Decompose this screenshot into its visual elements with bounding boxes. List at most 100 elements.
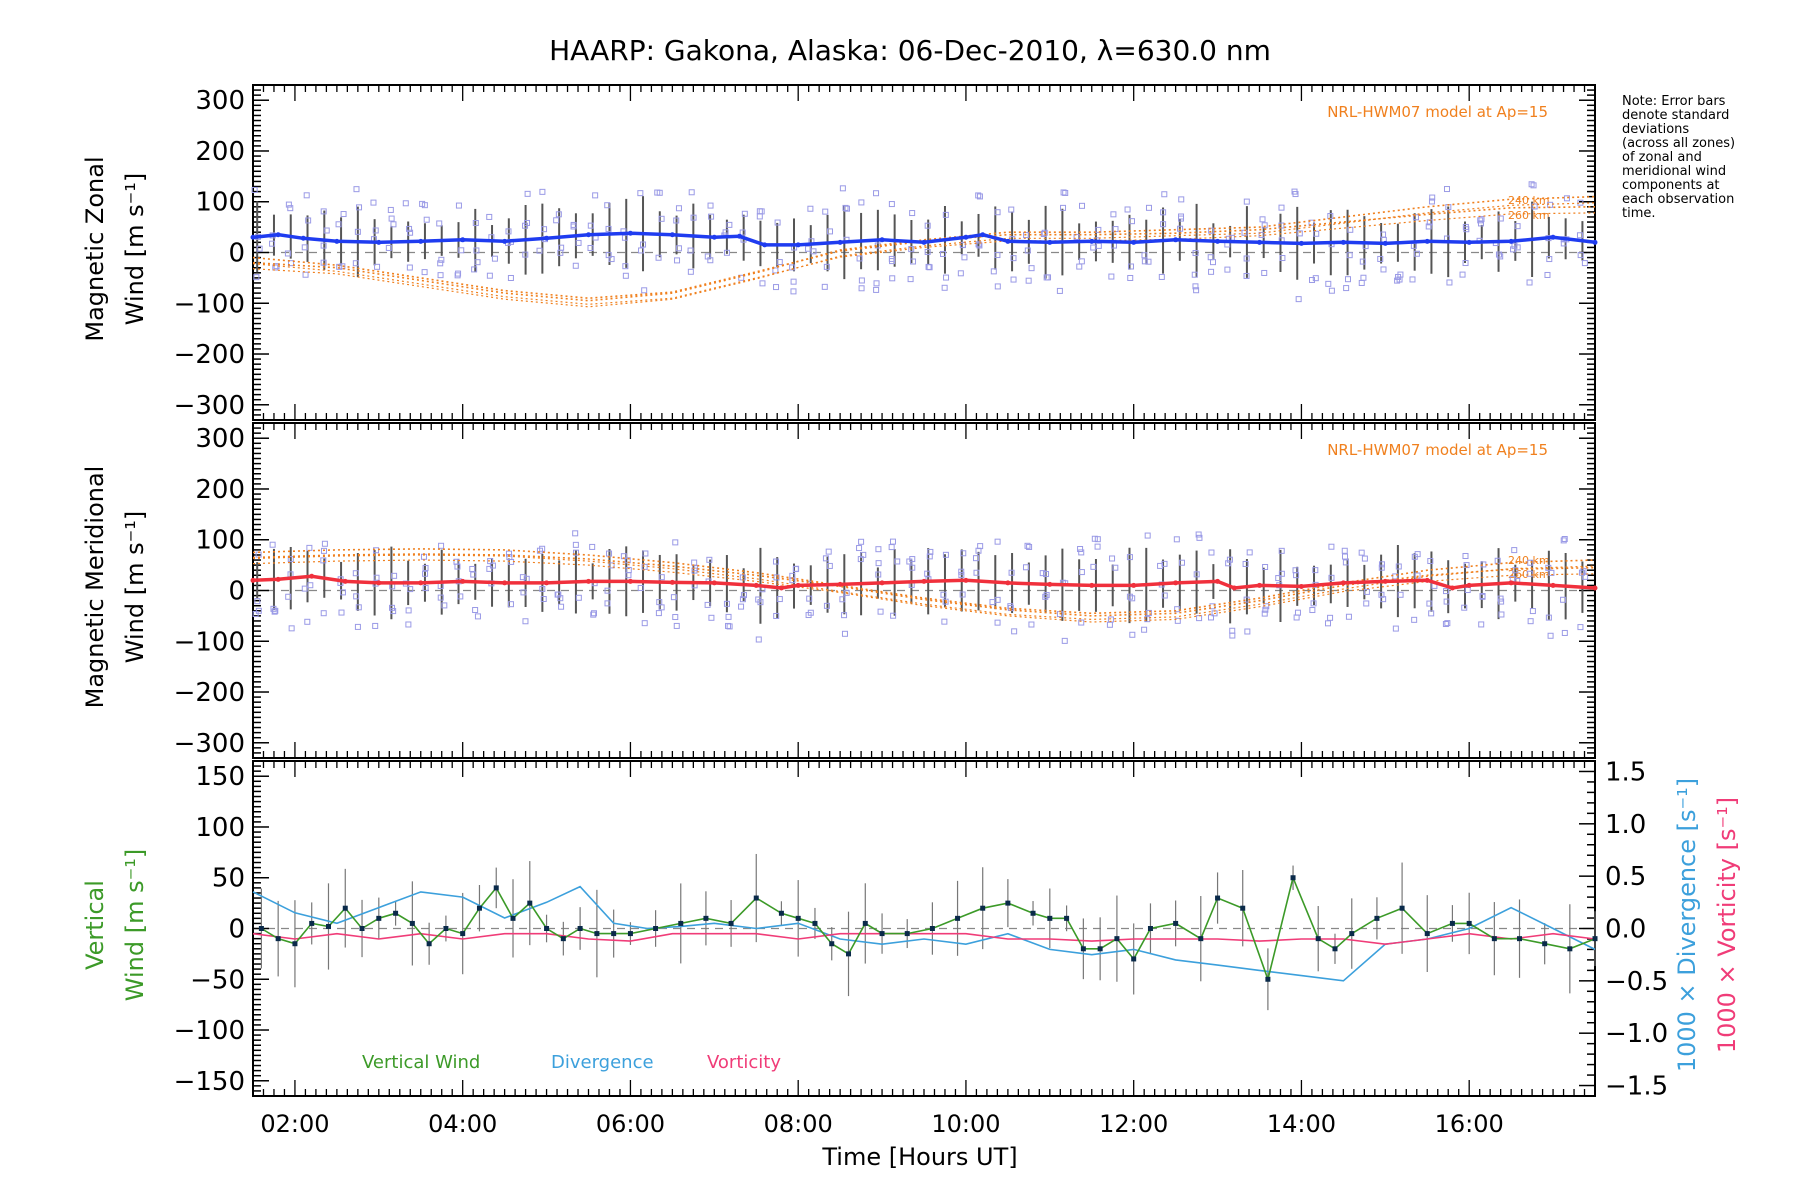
meridional-sample-point — [841, 630, 848, 637]
meridional-sample-point — [725, 622, 732, 629]
zonal-sample-point — [522, 251, 529, 258]
zonal-sample-point — [1359, 258, 1366, 265]
meridional-sample-point — [1428, 610, 1435, 617]
x-tick-label: 12:00 — [1099, 1110, 1168, 1138]
vertical-ytick-label: 0 — [228, 915, 245, 945]
meridional-sample-point — [453, 558, 460, 565]
x-axis-label: Time [Hours UT] — [821, 1143, 1017, 1171]
vertical-wind-point — [703, 915, 709, 921]
meridional-sample-point — [320, 547, 327, 554]
zonal-sample-point — [1208, 268, 1215, 275]
vertical-wind-point — [275, 936, 281, 942]
zonal-sample-point — [575, 239, 582, 246]
meridional-sample-point — [1226, 556, 1233, 563]
note-line: of zonal and — [1622, 150, 1702, 165]
zonal-sample-point — [759, 280, 766, 287]
zonal-sample-point — [1412, 214, 1419, 221]
meridional-sample-point — [1011, 628, 1018, 635]
zonal-sample-point — [1279, 255, 1286, 262]
zonal-sample-point — [287, 205, 294, 212]
zonal-wind-point — [300, 235, 306, 241]
zonal-sample-point — [789, 264, 796, 271]
zonal-sample-point — [641, 287, 648, 294]
zonal-sample-point — [1344, 276, 1351, 283]
vertical-wind-point — [678, 920, 684, 926]
meridional-sample-point — [994, 538, 1001, 545]
zonal-sample-point — [1576, 232, 1583, 239]
meridional-wind-point — [1173, 580, 1179, 586]
meridional-sample-point — [1378, 591, 1385, 598]
vertical-wind-point — [795, 915, 801, 921]
meridional-sample-point — [1547, 632, 1554, 639]
meridional-ytick-label: 100 — [195, 526, 245, 556]
zonal-ytick-label: 300 — [195, 86, 245, 116]
meridional-sample-point — [989, 599, 996, 606]
meridional-ylabel-line1: Magnetic Meridional — [81, 466, 109, 709]
meridional-sample-point — [924, 570, 931, 577]
meridional-sample-point — [589, 543, 596, 550]
zonal-wind-point — [544, 235, 550, 241]
zonal-ytick-label: 0 — [228, 239, 245, 269]
meridional-sample-point — [519, 574, 526, 581]
zonal-sample-point — [421, 269, 428, 276]
meridional-wind-point — [309, 573, 315, 579]
vertical-wind-point — [846, 951, 852, 957]
zonal-sample-point — [1261, 222, 1268, 229]
zonal-sample-point — [1124, 206, 1131, 213]
zonal-sample-point — [1531, 203, 1538, 210]
vertical-wind-point — [1466, 920, 1472, 926]
divergence-line — [252, 885, 1596, 982]
zonal-sample-point — [541, 226, 548, 233]
meridional-sample-point — [670, 594, 677, 601]
meridional-wind-point — [1424, 577, 1430, 583]
vertical-ytick-label: −100 — [174, 1016, 245, 1046]
zonal-sample-point — [1380, 266, 1387, 273]
meridional-sample-point — [1461, 604, 1468, 611]
zonal-sample-point — [1544, 271, 1551, 278]
zonal-sample-point — [1546, 256, 1553, 263]
zonal-sample-point — [1328, 287, 1335, 294]
meridional-sample-point — [826, 562, 833, 569]
meridional-sample-point — [1392, 573, 1399, 580]
zonal-wind-point — [1466, 239, 1472, 245]
zonal-model-band — [252, 202, 1596, 308]
zonal-sample-point — [873, 280, 880, 287]
meridional-sample-point — [1397, 591, 1404, 598]
meridional-sample-point — [1090, 563, 1097, 570]
meridional-sample-point — [1526, 570, 1533, 577]
meridional-wind-point — [1298, 583, 1304, 589]
meridional-wind-point — [1257, 582, 1262, 588]
zonal-sample-point — [975, 192, 982, 199]
meridional-sample-point — [1261, 610, 1268, 617]
meridional-sample-point — [1244, 628, 1251, 635]
zonal-sample-point — [1095, 242, 1102, 249]
meridional-wind-point — [795, 582, 801, 588]
zonal-sample-point — [402, 200, 409, 207]
zonal-sample-point — [924, 222, 931, 229]
vertical-wind-point — [393, 910, 399, 916]
zonal-sample-point — [723, 249, 730, 256]
meridional-sample-point — [1342, 559, 1349, 566]
zonal-sample-point — [858, 199, 865, 206]
zonal-ytick-label: 200 — [195, 137, 245, 167]
zonal-sample-point — [288, 260, 295, 267]
meridional-sample-point — [272, 607, 279, 614]
legend-divergence: Divergence — [551, 1052, 654, 1073]
meridional-sample-point — [994, 619, 1001, 626]
meridional-sample-point — [405, 621, 412, 628]
zonal-sample-point — [687, 268, 694, 275]
zonal-sample-point — [909, 210, 916, 217]
zonal-sample-point — [1581, 260, 1588, 267]
meridional-sample-point — [1207, 614, 1214, 621]
zonal-sample-point — [1060, 189, 1067, 196]
meridional-wind-point — [1047, 581, 1053, 587]
meridional-sample-point — [857, 556, 864, 563]
meridional-sample-point — [1327, 614, 1334, 621]
divergence-ylabel: 1000 × Divergence [s⁻¹] — [1673, 778, 1701, 1072]
meridional-sample-point — [805, 612, 812, 619]
meridional-sample-point — [389, 604, 396, 611]
zonal-sample-point — [284, 250, 291, 257]
note-line: meridional wind — [1622, 164, 1726, 179]
zonal-model-260km — [252, 206, 1596, 300]
zonal-sample-point — [1295, 296, 1302, 303]
